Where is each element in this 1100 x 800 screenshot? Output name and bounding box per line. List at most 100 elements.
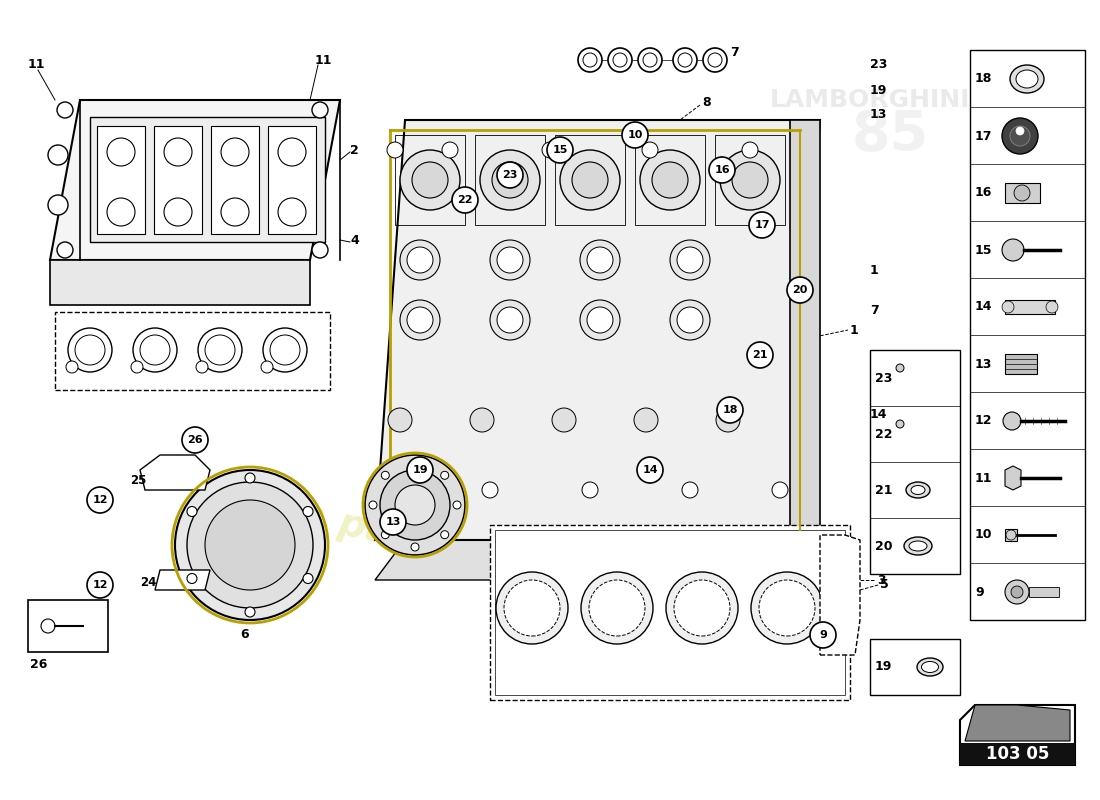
Bar xyxy=(28,600,108,652)
Circle shape xyxy=(542,142,558,158)
Text: 9: 9 xyxy=(820,630,827,640)
Circle shape xyxy=(133,328,177,372)
Polygon shape xyxy=(820,535,860,655)
Text: 17: 17 xyxy=(975,130,992,142)
Bar xyxy=(154,126,202,234)
Circle shape xyxy=(57,242,73,258)
Polygon shape xyxy=(965,705,1070,741)
Circle shape xyxy=(613,53,627,67)
Text: 22: 22 xyxy=(458,195,473,205)
Circle shape xyxy=(379,509,406,535)
Circle shape xyxy=(1016,127,1024,135)
Polygon shape xyxy=(1005,466,1021,490)
Text: 13: 13 xyxy=(385,517,400,527)
Polygon shape xyxy=(140,455,210,490)
Ellipse shape xyxy=(1010,65,1044,93)
Circle shape xyxy=(1010,126,1030,146)
Circle shape xyxy=(387,142,403,158)
Text: a passion for cars: a passion for cars xyxy=(296,496,684,614)
Text: 4: 4 xyxy=(350,234,359,246)
Circle shape xyxy=(637,457,663,483)
Bar xyxy=(870,350,960,574)
Circle shape xyxy=(496,572,568,644)
Circle shape xyxy=(1014,185,1030,201)
Circle shape xyxy=(182,427,208,453)
Circle shape xyxy=(107,138,135,166)
Circle shape xyxy=(365,455,465,555)
Text: 7: 7 xyxy=(730,46,739,58)
Circle shape xyxy=(66,361,78,373)
Circle shape xyxy=(703,48,727,72)
Circle shape xyxy=(583,53,597,67)
Circle shape xyxy=(261,361,273,373)
Text: 10: 10 xyxy=(975,529,992,542)
Circle shape xyxy=(587,247,613,273)
Circle shape xyxy=(578,48,602,72)
Circle shape xyxy=(751,572,823,644)
Text: 9: 9 xyxy=(975,586,983,598)
Circle shape xyxy=(490,300,530,340)
Text: 18: 18 xyxy=(723,405,738,415)
Circle shape xyxy=(638,48,662,72)
Circle shape xyxy=(673,48,697,72)
Circle shape xyxy=(368,501,377,509)
Circle shape xyxy=(87,487,113,513)
Circle shape xyxy=(312,102,328,118)
Text: 15: 15 xyxy=(552,145,568,155)
Circle shape xyxy=(442,142,458,158)
Text: 11: 11 xyxy=(315,54,332,66)
Circle shape xyxy=(41,619,55,633)
Bar xyxy=(268,126,316,234)
Circle shape xyxy=(187,482,313,608)
Text: 16: 16 xyxy=(975,186,992,199)
Circle shape xyxy=(245,473,255,483)
Text: 6: 6 xyxy=(241,629,250,642)
Circle shape xyxy=(547,137,573,163)
Text: 16: 16 xyxy=(714,165,729,175)
Circle shape xyxy=(1003,412,1021,430)
Bar xyxy=(90,117,324,242)
Circle shape xyxy=(720,150,780,210)
Circle shape xyxy=(682,482,698,498)
Circle shape xyxy=(497,247,522,273)
Text: 23: 23 xyxy=(874,371,892,385)
Circle shape xyxy=(164,198,192,226)
Circle shape xyxy=(644,53,657,67)
Circle shape xyxy=(497,162,522,188)
Circle shape xyxy=(490,240,530,280)
Text: 1: 1 xyxy=(870,263,879,277)
Circle shape xyxy=(140,335,170,365)
Text: 17: 17 xyxy=(755,220,770,230)
Circle shape xyxy=(187,506,197,517)
Circle shape xyxy=(205,335,235,365)
Polygon shape xyxy=(375,540,820,580)
Circle shape xyxy=(810,622,836,648)
Circle shape xyxy=(670,300,710,340)
Circle shape xyxy=(674,580,730,636)
Circle shape xyxy=(221,138,249,166)
Circle shape xyxy=(312,242,328,258)
Text: 5: 5 xyxy=(880,578,889,591)
Text: 19: 19 xyxy=(870,83,888,97)
Circle shape xyxy=(187,574,197,583)
Circle shape xyxy=(407,457,433,483)
Circle shape xyxy=(642,142,658,158)
Circle shape xyxy=(678,53,692,67)
Text: 7: 7 xyxy=(870,303,879,317)
Text: 15: 15 xyxy=(975,243,992,257)
Circle shape xyxy=(716,408,740,432)
Circle shape xyxy=(302,574,313,583)
Ellipse shape xyxy=(904,537,932,555)
Circle shape xyxy=(1046,301,1058,313)
Text: 22: 22 xyxy=(874,427,892,441)
Bar xyxy=(97,126,145,234)
Circle shape xyxy=(1002,301,1014,313)
Circle shape xyxy=(587,307,613,333)
Circle shape xyxy=(175,470,324,620)
Text: 11: 11 xyxy=(975,471,992,485)
Circle shape xyxy=(198,328,242,372)
Circle shape xyxy=(572,162,608,198)
Circle shape xyxy=(388,408,412,432)
Circle shape xyxy=(666,572,738,644)
Text: 14: 14 xyxy=(870,409,888,422)
